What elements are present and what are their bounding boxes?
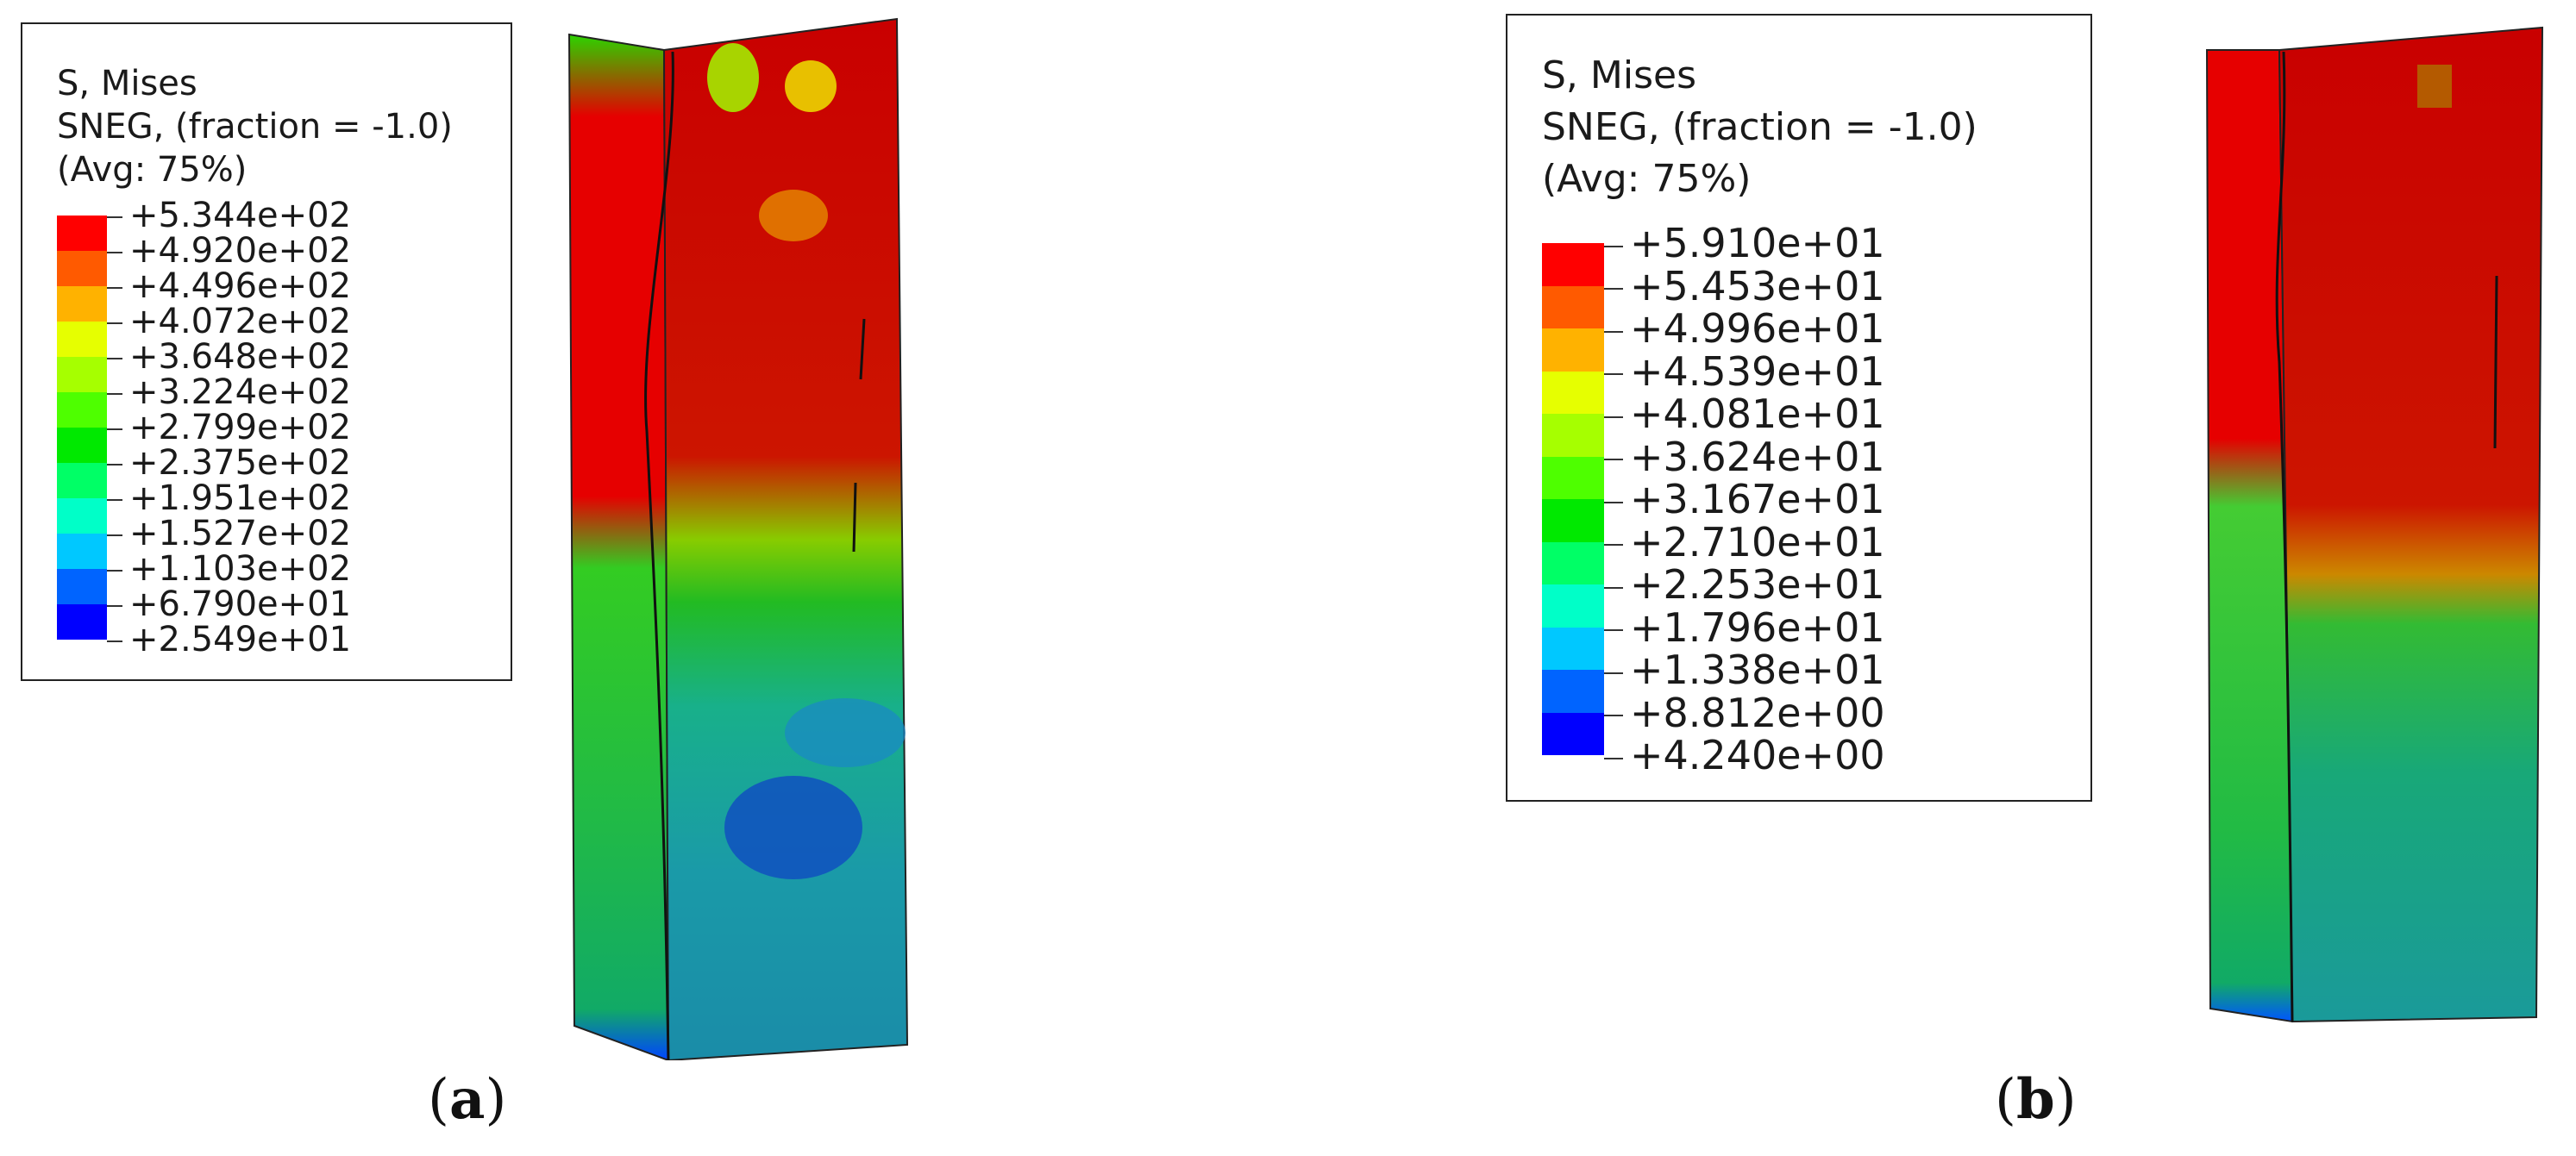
column-left-face	[2205, 49, 2294, 1023]
legend-header: S, Mises SNEG, (fraction = -1.0) (Avg: 7…	[1542, 50, 1977, 205]
color-band	[1542, 670, 1604, 713]
legend-tick-label: +4.539e+01	[1604, 352, 1885, 391]
legend-tick-label: +4.996e+01	[1604, 309, 1885, 348]
color-band	[57, 604, 107, 640]
color-band	[1542, 285, 1604, 328]
low-stress-zone	[724, 776, 862, 879]
color-band	[57, 357, 107, 392]
legend-average: (Avg: 75%)	[1542, 157, 1752, 201]
color-band	[1542, 627, 1604, 670]
legend-tick-label: +1.103e+02	[107, 552, 351, 586]
legend-tick-label: +1.796e+01	[1604, 608, 1885, 647]
legend-tick-label: +3.648e+02	[107, 340, 351, 374]
legend-tick-label: +4.072e+02	[107, 304, 351, 339]
legend-tick-label: +1.527e+02	[107, 516, 351, 551]
legend-title: S, Mises	[57, 64, 197, 103]
color-band	[57, 392, 107, 428]
hot-spot	[2417, 65, 2452, 108]
legend-title: S, Mises	[1542, 53, 1697, 97]
crack-line	[2275, 51, 2294, 1022]
legend-a: S, Mises SNEG, (fraction = -1.0) (Avg: 7…	[21, 22, 512, 681]
legend-tick-label: +3.224e+02	[107, 375, 351, 409]
color-band	[1542, 456, 1604, 499]
legend-tick-label: +2.710e+01	[1604, 522, 1885, 562]
legend-tick-label: +1.338e+01	[1604, 650, 1885, 690]
legend-tick-label: +1.951e+02	[107, 481, 351, 516]
legend-tick-label: +5.344e+02	[107, 198, 351, 233]
color-band	[1542, 712, 1604, 755]
column-right-face	[2278, 26, 2544, 1023]
legend-b: S, Mises SNEG, (fraction = -1.0) (Avg: 7…	[1506, 14, 2092, 802]
panel-b: S, Mises SNEG, (fraction = -1.0) (Avg: 7…	[1288, 0, 2576, 1156]
color-band	[57, 463, 107, 498]
panel-label-a: (a)	[428, 1067, 507, 1132]
crack-line	[859, 318, 866, 380]
color-band	[57, 428, 107, 463]
legend-subtitle: SNEG, (fraction = -1.0)	[57, 107, 453, 147]
color-band	[57, 322, 107, 357]
crack-line	[852, 482, 857, 553]
column-right-face	[662, 17, 909, 1060]
legend-tick-label: +2.799e+02	[107, 410, 351, 445]
crack-line	[2493, 275, 2498, 449]
legend-tick-label: +2.375e+02	[107, 446, 351, 480]
legend-tick-label: +4.496e+02	[107, 269, 351, 303]
column-left-face	[567, 33, 670, 1060]
color-band	[57, 251, 107, 286]
legend-tick-label: +8.812e+00	[1604, 693, 1885, 733]
legend-subtitle: SNEG, (fraction = -1.0)	[1542, 105, 1977, 149]
color-band	[1542, 371, 1604, 414]
low-stress-zone	[785, 698, 906, 767]
color-band	[1542, 584, 1604, 628]
legend-tick-label: +4.081e+01	[1604, 394, 1885, 434]
deformed-column-model	[535, 0, 1018, 1060]
hot-spot	[759, 190, 828, 241]
hot-spot	[707, 43, 759, 112]
color-band	[1542, 414, 1604, 457]
legend-tick-label: +3.167e+01	[1604, 479, 1885, 519]
panel-a: S, Mises SNEG, (fraction = -1.0) (Avg: 7…	[21, 0, 1018, 1132]
color-band	[1542, 541, 1604, 584]
contour-plot	[2205, 26, 2544, 1023]
color-band	[57, 286, 107, 322]
color-band	[1542, 243, 1604, 286]
legend-tick-label: +5.453e+01	[1604, 266, 1885, 306]
color-band	[1542, 328, 1604, 372]
legend-average: (Avg: 75%)	[57, 150, 248, 190]
color-band	[57, 498, 107, 534]
legend-tick-label: +2.253e+01	[1604, 565, 1885, 604]
legend-tick-label: +4.240e+00	[1604, 735, 1885, 775]
crack-line	[644, 51, 674, 1060]
color-band	[57, 569, 107, 604]
legend-tick-label: +6.790e+01	[107, 587, 351, 622]
hot-spot	[785, 60, 837, 112]
contour-plot	[567, 17, 909, 1060]
legend-tick-label: +3.624e+01	[1604, 437, 1885, 477]
legend-header: S, Mises SNEG, (fraction = -1.0) (Avg: 7…	[57, 62, 453, 191]
color-band	[57, 534, 107, 569]
legend-tick-label: +5.910e+01	[1604, 223, 1885, 263]
color-band	[1542, 499, 1604, 542]
deformed-column-model	[2150, 0, 2576, 1060]
legend-tick-label: +4.920e+02	[107, 234, 351, 268]
legend-tick-label: +2.549e+01	[107, 622, 351, 657]
panel-label-b: (b)	[1995, 1067, 2077, 1132]
color-band	[57, 216, 107, 251]
